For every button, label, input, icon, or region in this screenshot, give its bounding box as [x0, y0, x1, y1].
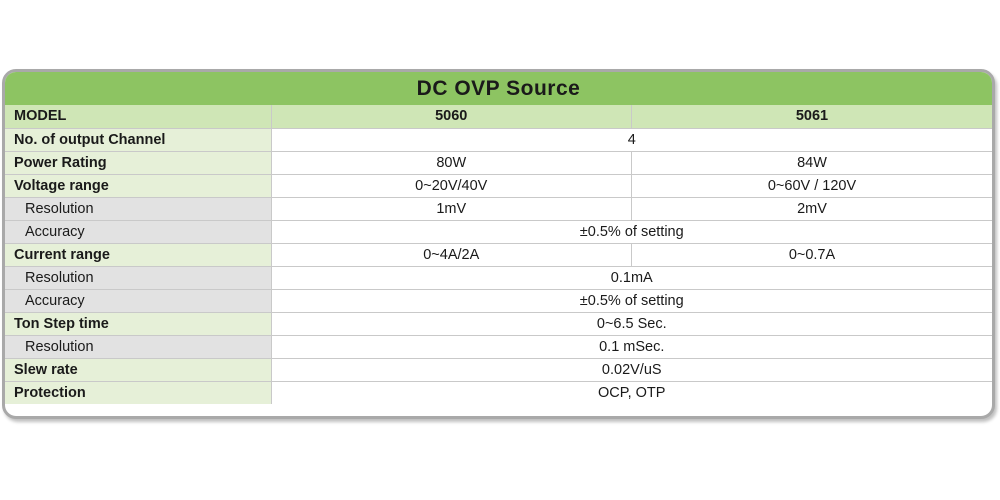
- row-label: Resolution: [5, 266, 272, 290]
- row-value-5061: 0~60V / 120V: [631, 174, 992, 198]
- row-value-5060: 0~4A/2A: [271, 243, 632, 267]
- row-label: Current range: [5, 243, 272, 267]
- table-row-current-range: Current range 0~4A/2A 0~0.7A: [5, 243, 992, 267]
- table-row-voltage-range: Voltage range 0~20V/40V 0~60V / 120V: [5, 174, 992, 198]
- row-value-5061: 2mV: [631, 197, 992, 221]
- table-title: DC OVP Source: [5, 72, 992, 105]
- table-row-ton-step-time: Ton Step time 0~6.5 Sec.: [5, 312, 992, 336]
- row-value-shared: ±0.5% of setting: [271, 220, 992, 244]
- row-value-5061: 84W: [631, 151, 992, 175]
- row-value-shared: OCP, OTP: [271, 381, 992, 404]
- row-label: Accuracy: [5, 220, 272, 244]
- row-label: Power Rating: [5, 151, 272, 175]
- row-value-5060: 0~20V/40V: [271, 174, 632, 198]
- row-label: Accuracy: [5, 289, 272, 313]
- table-row-voltage-resolution: Resolution 1mV 2mV: [5, 197, 992, 221]
- row-label: Ton Step time: [5, 312, 272, 336]
- row-value-shared: 4: [271, 128, 992, 152]
- row-value-shared: ±0.5% of setting: [271, 289, 992, 313]
- table-row-slew-rate: Slew rate 0.02V/uS: [5, 358, 992, 382]
- header-row: MODEL 5060 5061: [5, 105, 992, 129]
- row-label: Protection: [5, 381, 272, 404]
- row-label: Slew rate: [5, 358, 272, 382]
- row-value-shared: 0.1 mSec.: [271, 335, 992, 359]
- row-value-5061: 0~0.7A: [631, 243, 992, 267]
- table-row-current-resolution: Resolution 0.1mA: [5, 266, 992, 290]
- row-label: No. of output Channel: [5, 128, 272, 152]
- model-header-label: MODEL: [5, 105, 272, 129]
- model-5060-header: 5060: [271, 105, 632, 129]
- table-row-output-channel: No. of output Channel 4: [5, 128, 992, 152]
- table-row-voltage-accuracy: Accuracy ±0.5% of setting: [5, 220, 992, 244]
- row-value-5060: 1mV: [271, 197, 632, 221]
- row-value-shared: 0.1mA: [271, 266, 992, 290]
- table-row-power-rating: Power Rating 80W 84W: [5, 151, 992, 175]
- row-label: Resolution: [5, 335, 272, 359]
- spec-table-frame: DC OVP Source MODEL 5060 5061 No. of out…: [2, 69, 995, 419]
- table-row-current-accuracy: Accuracy ±0.5% of setting: [5, 289, 992, 313]
- row-value-shared: 0.02V/uS: [271, 358, 992, 382]
- row-label: Resolution: [5, 197, 272, 221]
- spec-table: MODEL 5060 5061 No. of output Channel 4 …: [5, 105, 992, 404]
- row-label: Voltage range: [5, 174, 272, 198]
- model-5061-header: 5061: [631, 105, 992, 129]
- row-value-shared: 0~6.5 Sec.: [271, 312, 992, 336]
- row-value-5060: 80W: [271, 151, 632, 175]
- table-row-ton-resolution: Resolution 0.1 mSec.: [5, 335, 992, 359]
- table-row-protection: Protection OCP, OTP: [5, 381, 992, 404]
